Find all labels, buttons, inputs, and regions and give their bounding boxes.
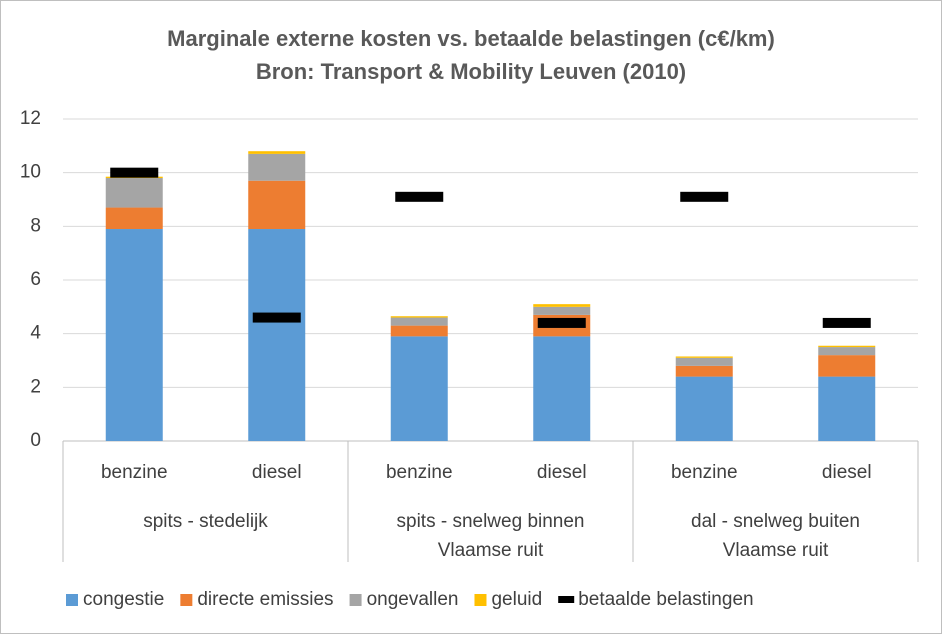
tax-marker xyxy=(252,312,301,323)
tax-marker xyxy=(110,167,159,178)
group-label: spits - stedelijk xyxy=(143,511,268,532)
bar-segment xyxy=(818,345,876,348)
group-label: dal - snelweg buiten xyxy=(691,511,860,532)
legend-label: betaalde belastingen xyxy=(578,589,753,610)
y-tick-label: 12 xyxy=(20,108,41,129)
y-tick-label: 8 xyxy=(30,215,41,236)
bar-segment xyxy=(390,316,448,318)
tax-marker xyxy=(395,191,444,202)
chart-subtitle: Bron: Transport & Mobility Leuven (2010) xyxy=(256,59,686,84)
bar-segment xyxy=(533,306,591,315)
tax-marker xyxy=(822,317,871,328)
y-tick-label: 2 xyxy=(30,376,41,397)
y-tick-label: 6 xyxy=(30,269,41,290)
legend-label: geluid xyxy=(491,589,542,610)
bar-segment xyxy=(105,229,163,441)
bar-segment xyxy=(248,180,306,230)
bar-segment xyxy=(675,365,733,377)
group-label: Vlaamse ruit xyxy=(723,540,829,561)
bar-segment xyxy=(533,304,591,307)
tax-marker xyxy=(537,317,586,328)
x-tick-label: diesel xyxy=(537,462,587,483)
group-label: spits - snelweg binnen xyxy=(397,511,585,532)
bar-segment xyxy=(818,355,876,377)
legend-swatch xyxy=(66,594,78,606)
bar-segment xyxy=(675,376,733,441)
legend-swatch xyxy=(180,594,193,606)
legend-label: ongevallen xyxy=(367,589,459,610)
x-tick-label: benzine xyxy=(101,462,168,483)
x-tick-label: diesel xyxy=(822,462,872,483)
legend-label: directe emissies xyxy=(197,589,333,610)
bar-segment xyxy=(248,151,306,154)
bar-segment xyxy=(675,357,733,366)
bar-segment xyxy=(105,178,163,208)
bar-segment xyxy=(390,325,448,337)
bar-segment xyxy=(533,336,591,441)
bar-segment xyxy=(105,207,163,230)
bar-segment xyxy=(818,347,876,356)
y-tick-label: 10 xyxy=(20,162,41,183)
legend-label: congestie xyxy=(83,589,164,610)
bar-segment xyxy=(248,153,306,181)
bar-segment xyxy=(390,317,448,326)
x-tick-label: diesel xyxy=(252,462,302,483)
bar-segment xyxy=(675,356,733,358)
y-tick-label: 0 xyxy=(30,430,41,451)
y-tick-label: 4 xyxy=(30,323,41,344)
x-tick-label: benzine xyxy=(671,462,738,483)
x-tick-label: benzine xyxy=(386,462,453,483)
bar-segment xyxy=(248,229,306,441)
legend-swatch xyxy=(558,596,575,603)
legend-swatch xyxy=(474,594,487,606)
group-label: Vlaamse ruit xyxy=(438,540,544,561)
bar-segment xyxy=(390,336,448,441)
chart-title: Marginale externe kosten vs. betaalde be… xyxy=(167,26,775,51)
legend-swatch xyxy=(349,594,362,606)
tax-marker xyxy=(680,191,729,202)
bar-segment xyxy=(818,376,876,441)
